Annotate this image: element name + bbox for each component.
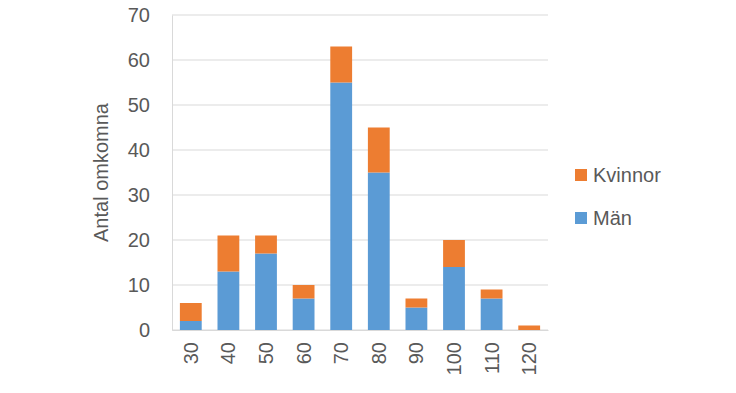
bar-segment xyxy=(217,236,239,272)
series xyxy=(180,83,503,331)
bar-segment xyxy=(217,272,239,331)
x-tick: 80 xyxy=(368,330,390,364)
bar-segment xyxy=(293,299,315,331)
y-tick-label: 50 xyxy=(128,94,150,116)
series xyxy=(180,47,540,331)
grid-line xyxy=(172,60,548,61)
x-tick: 90 xyxy=(405,330,427,364)
bar-segment xyxy=(405,299,427,308)
y-tick-label: 20 xyxy=(128,229,150,251)
x-tick-label: 40 xyxy=(217,342,239,364)
bar-segment xyxy=(405,308,427,331)
legend-item: Kvinnor xyxy=(575,164,661,186)
y-axis: 0 10 20 30 40 50 60 70 xyxy=(128,4,173,341)
y-tick: 10 xyxy=(128,274,172,296)
bar-segment xyxy=(481,299,503,331)
x-tick-label: 90 xyxy=(405,342,427,364)
x-tick: 40 xyxy=(217,330,239,364)
x-tick: 110 xyxy=(481,330,503,374)
bar-segment xyxy=(481,290,503,299)
bar-segment xyxy=(255,236,277,254)
x-tick-label: 80 xyxy=(368,342,390,364)
legend-item: Män xyxy=(575,207,632,229)
x-tick: 50 xyxy=(255,330,277,364)
y-tick-label: 70 xyxy=(128,4,150,26)
y-tick: 40 xyxy=(128,139,172,161)
x-tick-label: 100 xyxy=(443,342,465,375)
legend: Kvinnor Män xyxy=(575,164,661,229)
y-tick: 0 xyxy=(139,319,172,341)
chart: 0 10 20 30 40 50 60 70 30 40 50 60 70 80 90 100 110 120 An… xyxy=(0,0,736,393)
bar-segment xyxy=(330,47,352,83)
grid-line xyxy=(172,105,548,106)
x-tick: 100 xyxy=(443,330,465,375)
y-axis-line xyxy=(172,16,173,331)
bar-segment xyxy=(518,326,540,331)
x-tick-label: 60 xyxy=(293,342,315,364)
bar-segment xyxy=(255,254,277,331)
grid-line xyxy=(172,15,548,16)
x-tick-label: 120 xyxy=(518,342,540,375)
bar-segment xyxy=(293,285,315,299)
legend-label: Män xyxy=(593,207,632,229)
bar-segment xyxy=(368,128,390,173)
y-axis-title: Antal omkomna xyxy=(90,102,112,242)
x-tick: 30 xyxy=(180,330,202,364)
bar-segment xyxy=(180,303,202,321)
legend-swatch xyxy=(575,212,587,224)
x-axis: 30 40 50 60 70 80 90 100 110 120 xyxy=(173,330,549,375)
x-tick: 70 xyxy=(330,330,352,364)
legend-label: Kvinnor xyxy=(593,164,661,186)
y-tick: 70 xyxy=(128,4,172,26)
x-tick: 120 xyxy=(518,330,540,375)
y-tick: 60 xyxy=(128,49,172,71)
bar-segment xyxy=(443,240,465,267)
bar-segment xyxy=(330,83,352,331)
grid-line xyxy=(172,150,548,151)
x-axis-line xyxy=(173,330,549,331)
y-tick-label: 30 xyxy=(128,184,150,206)
x-tick: 60 xyxy=(293,330,315,364)
x-tick-label: 50 xyxy=(255,342,277,364)
y-tick-label: 10 xyxy=(128,274,150,296)
y-tick-label: 0 xyxy=(139,319,150,341)
y-tick: 30 xyxy=(128,184,172,206)
y-tick: 50 xyxy=(128,94,172,116)
bars xyxy=(180,47,540,331)
y-tick-label: 60 xyxy=(128,49,150,71)
grid xyxy=(172,15,548,330)
plot: 0 10 20 30 40 50 60 70 30 40 50 60 70 80 90 100 110 120 xyxy=(128,4,549,375)
y-tick-label: 40 xyxy=(128,139,150,161)
x-tick-label: 70 xyxy=(330,342,352,364)
bar-segment xyxy=(180,321,202,330)
bar-segment xyxy=(443,267,465,330)
legend-swatch xyxy=(575,169,587,181)
x-tick-label: 30 xyxy=(180,342,202,364)
y-tick: 20 xyxy=(128,229,172,251)
grid-line xyxy=(172,195,548,196)
bar-segment xyxy=(368,173,390,331)
x-tick-label: 110 xyxy=(481,342,503,374)
